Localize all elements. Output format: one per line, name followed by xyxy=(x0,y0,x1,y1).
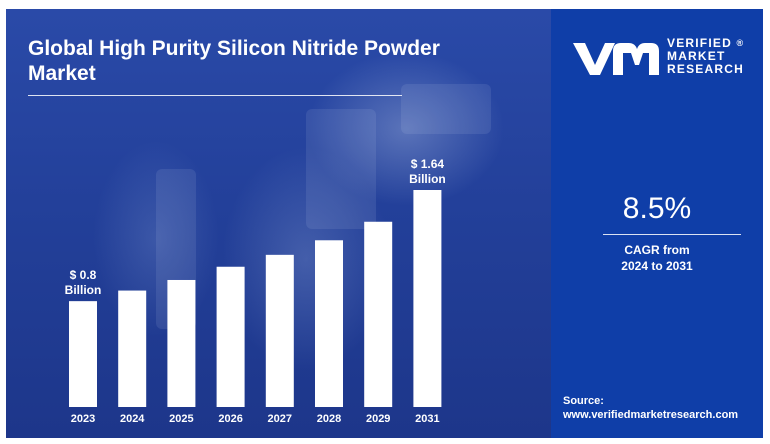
cagr-label-line-1: CAGR from xyxy=(624,243,690,257)
data-label-2023-line-2: Billion xyxy=(65,283,102,297)
data-label-2023-line-1: $ 0.8 xyxy=(70,268,97,282)
chart-panel: Global High Purity Silicon Nitride Powde… xyxy=(6,9,551,438)
x-tick-label-2026: 2026 xyxy=(218,413,242,425)
data-label-2031-line-2: Billion xyxy=(409,172,446,186)
data-label-2031-line-1: $ 1.64 xyxy=(411,157,445,171)
brand-line-2: MARKET xyxy=(667,49,726,63)
x-tick-label-2028: 2028 xyxy=(317,413,341,425)
bar-2027 xyxy=(265,254,294,407)
cagr-label-line-2: 2024 to 2031 xyxy=(621,259,693,273)
bar-chart: 2023 2024 2025 2026 2027 2028 2029 2031$ 0.8Bil… xyxy=(65,157,446,425)
bar-2023 xyxy=(69,301,97,407)
bar-2031 xyxy=(413,190,442,407)
source-note: Source: www.verifiedmarketresearch.com xyxy=(563,394,738,422)
bar-2024 xyxy=(118,290,147,407)
vmr-logo-icon xyxy=(573,43,659,75)
brand-wordmark: VERIFIED ® MARKET RESEARCH xyxy=(667,37,744,76)
bar-2025 xyxy=(167,279,196,407)
infographic-frame: Global High Purity Silicon Nitride Powde… xyxy=(6,9,763,438)
x-tick-label-2029: 2029 xyxy=(366,413,390,425)
brand-line-3: RESEARCH xyxy=(667,62,744,76)
brand-logo: VERIFIED ® MARKET RESEARCH xyxy=(571,33,761,83)
bar-2026 xyxy=(216,266,245,407)
cagr-divider xyxy=(603,234,741,235)
background-hand-shape xyxy=(401,84,491,134)
info-panel: VERIFIED ® MARKET RESEARCH 8.5% CAGR fro… xyxy=(551,9,763,438)
bar-2028 xyxy=(315,240,343,407)
bar-2029 xyxy=(364,221,393,407)
cagr-value: 8.5% xyxy=(622,192,692,225)
source-url: www.verifiedmarketresearch.com xyxy=(563,409,739,421)
x-tick-label-2031: 2031 xyxy=(415,413,439,425)
x-tick-label-2024: 2024 xyxy=(120,413,145,425)
source-label: Source: xyxy=(563,395,604,407)
x-tick-label-2023: 2023 xyxy=(71,413,95,425)
chart-title: Global High Purity Silicon Nitride Powde… xyxy=(28,37,440,85)
x-tick-label-2025: 2025 xyxy=(169,413,193,425)
title-divider xyxy=(28,95,402,96)
x-tick-label-2027: 2027 xyxy=(268,413,292,425)
cagr-label: CAGR from 2024 to 2031 xyxy=(551,242,763,274)
background-beaker-shape xyxy=(306,109,376,229)
brand-line-1: VERIFIED ® xyxy=(667,36,745,50)
